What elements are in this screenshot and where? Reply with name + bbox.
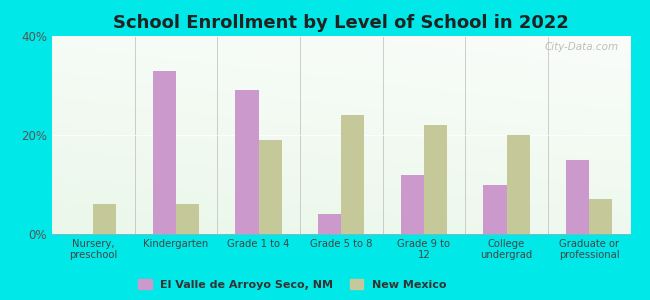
Bar (424, 125, 447, 234)
Bar (341, 115, 365, 234)
Bar (235, 90, 259, 234)
Bar (401, 175, 424, 234)
Bar (484, 184, 506, 234)
Bar (259, 140, 281, 234)
Text: City-Data.com: City-Data.com (545, 42, 619, 52)
Bar (176, 204, 199, 234)
Bar (506, 135, 530, 234)
Title: School Enrollment by Level of School in 2022: School Enrollment by Level of School in … (113, 14, 569, 32)
Legend: El Valle de Arroyo Seco, NM, New Mexico: El Valle de Arroyo Seco, NM, New Mexico (134, 275, 451, 294)
Bar (318, 214, 341, 234)
Bar (153, 71, 176, 234)
Bar (589, 200, 612, 234)
Bar (566, 160, 589, 234)
Bar (94, 204, 116, 234)
